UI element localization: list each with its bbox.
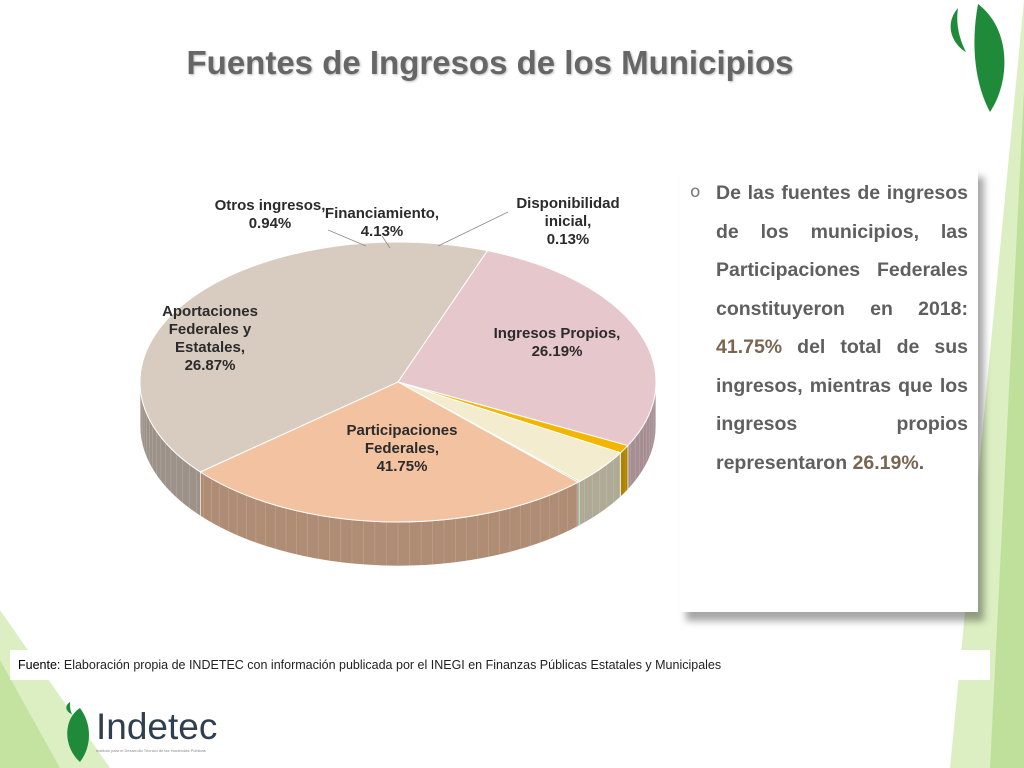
- pie-label-participaciones-federales: Participaciones Federales, 41.75%: [347, 422, 458, 475]
- pie-side-walls: [139, 381, 657, 567]
- participaciones-percent: 41.75%: [716, 336, 783, 358]
- indetec-leaf-icon: [66, 702, 89, 762]
- summary-text-part3: .: [918, 451, 925, 474]
- pie-slice-participaciones-federales: [139, 241, 489, 473]
- bullet-marker: o: [690, 182, 701, 202]
- summary-text-part2: del total de sus ingresos, mientras que …: [716, 336, 968, 474]
- source-note: Fuente: Elaboración propia de INDETEC co…: [10, 650, 990, 680]
- pie-slices: [139, 241, 657, 523]
- summary-text-part1: De las fuentes de ingresos de los munici…: [716, 182, 968, 320]
- pie-chart: Participaciones Federales, 41.75% Aportacio…: [139, 195, 657, 567]
- page-title: Fuentes de Ingresos de los Municipios: [186, 44, 794, 81]
- ingresos-propios-percent: 26.19%: [852, 451, 919, 474]
- pie-slice-aportaciones-federales-y-estatales: [397, 250, 657, 447]
- pie-labels: Participaciones Federales, 41.75% Aportacio…: [162, 195, 620, 475]
- pie-label-financiamiento: Financiamiento, 4.13%: [325, 205, 439, 240]
- leader-line-financiamiento: [381, 235, 391, 249]
- pie-leader-lines: [327, 211, 509, 249]
- source-text: Elaboración propia de INDETEC con inform…: [60, 658, 722, 672]
- indetec-logo: Indetec Instituto para el Desarrollo Téc…: [58, 700, 218, 764]
- pie-label-otros-ingresos: Otros ingresos, 0.94%: [215, 197, 326, 232]
- pie-label-disponibilidad-inicial: Disponibilidad inicial, 0.13%: [516, 195, 619, 248]
- logo-wordmark: Indetec: [96, 706, 218, 747]
- summary-callout: o De las fuentes de ingresos de los muni…: [680, 168, 978, 612]
- pie-label-aportaciones-federales-y-estatales: Aportaciones Federales y Estatales, 26.87%: [162, 303, 258, 374]
- logo-subtitle: Instituto para el Desarrollo Técnico de …: [96, 748, 206, 753]
- pie-side-otros-ingresos: [620, 444, 629, 498]
- leader-line-disponibilidad-inicial: [437, 211, 509, 247]
- source-label: Fuente:: [18, 658, 61, 672]
- pie-label-ingresos-propios: Ingresos Propios, 26.19%: [494, 325, 621, 360]
- right-green-band-inner: [990, 90, 1024, 768]
- leader-line-otros-ingresos: [327, 229, 367, 247]
- leaf-logo-icon: [950, 4, 1005, 112]
- summary-text: De las fuentes de ingresos de los munici…: [716, 174, 968, 482]
- pie-slice-ingresos-propios: [199, 381, 580, 523]
- left-green-band-inner: [0, 660, 60, 768]
